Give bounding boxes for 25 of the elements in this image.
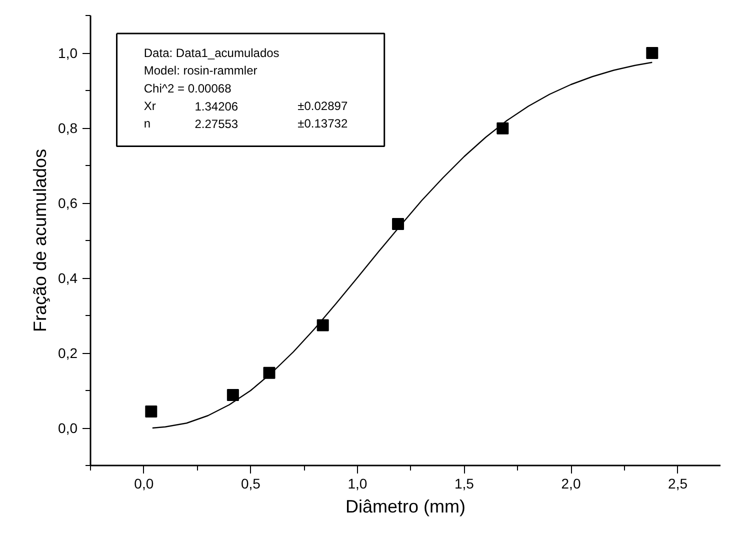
- x-tick-label: 1,0: [348, 476, 368, 492]
- y-tick-label: 0,2: [58, 345, 78, 361]
- y-tick-label: 0,8: [58, 120, 78, 136]
- annotation: Data: Data1_acumulados: [144, 46, 280, 60]
- text: Xr 1.34206 ±0.02897: [144, 98, 348, 114]
- text: n 2.27553 ±0.13732: [144, 116, 348, 131]
- y-tick-label: 0,4: [58, 270, 78, 286]
- point: [392, 218, 404, 230]
- y-tick-label: 0,6: [58, 195, 78, 211]
- annotation: Model: rosin-rammler: [144, 64, 258, 78]
- x-tick-label: 2,5: [668, 476, 688, 492]
- point: [316, 319, 329, 332]
- y-tick-label: 1,0: [58, 45, 78, 61]
- annotation: Chi^2 = 0.00068: [144, 81, 232, 96]
- point: [145, 406, 158, 418]
- y-axis-title: Fração de acumulados: [30, 148, 50, 332]
- point: [226, 389, 239, 401]
- point: [646, 47, 658, 59]
- x-axis-title: Diâmetro (mm): [346, 496, 466, 516]
- point: [496, 122, 509, 134]
- x-tick-label: 2,0: [561, 476, 581, 492]
- x-tick-label: 1,5: [454, 476, 474, 492]
- x-tick-label: 0,5: [240, 476, 261, 492]
- x-tick-label: 0,0: [134, 476, 154, 492]
- y-tick-label: 0,0: [58, 420, 78, 436]
